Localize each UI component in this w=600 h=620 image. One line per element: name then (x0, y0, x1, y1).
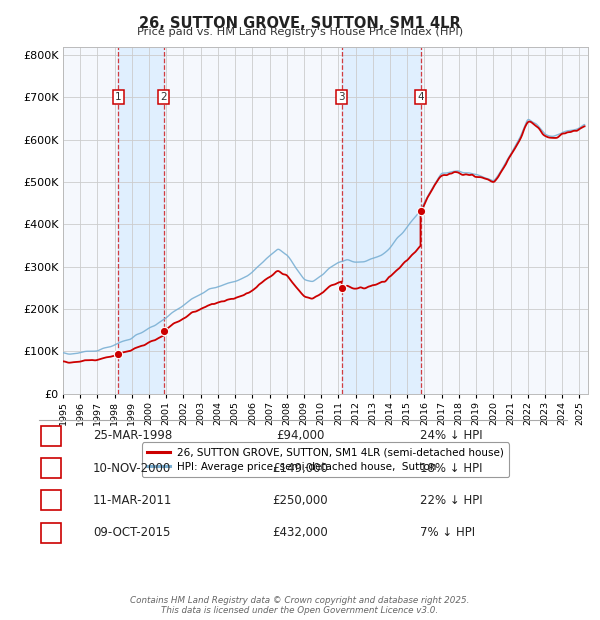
Text: 11-MAR-2011: 11-MAR-2011 (93, 494, 172, 507)
Text: £250,000: £250,000 (272, 494, 328, 507)
Text: 7% ↓ HPI: 7% ↓ HPI (420, 526, 475, 539)
Text: £94,000: £94,000 (276, 430, 324, 442)
Text: Contains HM Land Registry data © Crown copyright and database right 2025.
This d: Contains HM Land Registry data © Crown c… (130, 596, 470, 615)
Text: 26, SUTTON GROVE, SUTTON, SM1 4LR: 26, SUTTON GROVE, SUTTON, SM1 4LR (139, 16, 461, 30)
Text: £149,000: £149,000 (272, 462, 328, 474)
Text: £432,000: £432,000 (272, 526, 328, 539)
Text: 18% ↓ HPI: 18% ↓ HPI (420, 462, 482, 474)
Text: 24% ↓ HPI: 24% ↓ HPI (420, 430, 482, 442)
Text: 2: 2 (161, 92, 167, 102)
Legend: 26, SUTTON GROVE, SUTTON, SM1 4LR (semi-detached house), HPI: Average price, sem: 26, SUTTON GROVE, SUTTON, SM1 4LR (semi-… (142, 443, 509, 477)
Text: 3: 3 (338, 92, 345, 102)
Text: 2: 2 (47, 463, 55, 473)
Text: 1: 1 (47, 431, 55, 441)
Text: 1: 1 (115, 92, 122, 102)
Text: 4: 4 (417, 92, 424, 102)
Text: Price paid vs. HM Land Registry's House Price Index (HPI): Price paid vs. HM Land Registry's House … (137, 27, 463, 37)
Bar (341, 46, 421, 394)
Bar (118, 46, 164, 394)
Text: 3: 3 (47, 495, 55, 505)
Text: 09-OCT-2015: 09-OCT-2015 (93, 526, 170, 539)
Text: 10-NOV-2000: 10-NOV-2000 (93, 462, 171, 474)
Text: 25-MAR-1998: 25-MAR-1998 (93, 430, 172, 442)
Text: 4: 4 (47, 528, 55, 538)
Text: 22% ↓ HPI: 22% ↓ HPI (420, 494, 482, 507)
